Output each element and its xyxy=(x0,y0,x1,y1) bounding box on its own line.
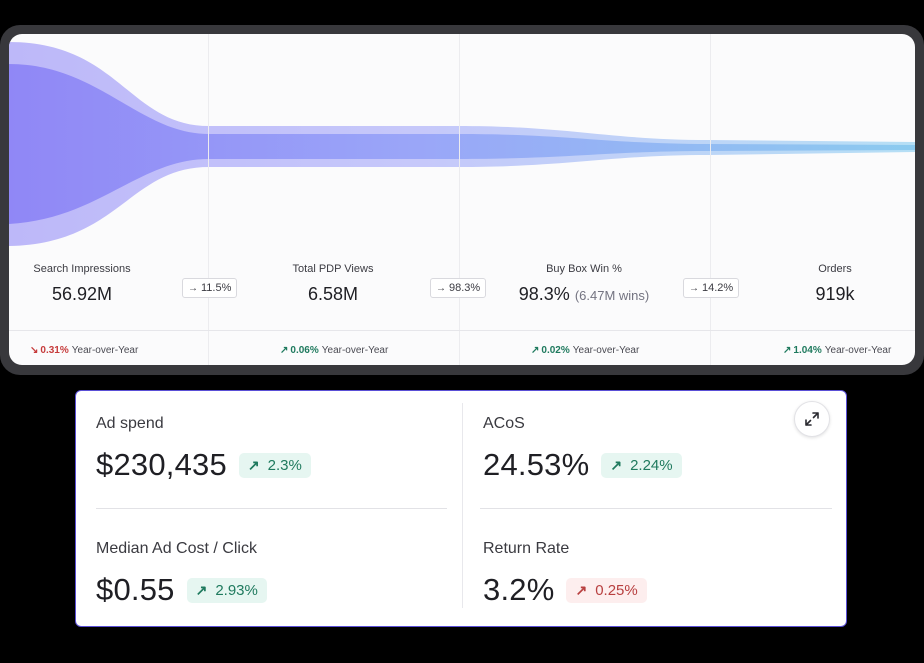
arrow-up-right-icon: ↗ xyxy=(783,345,792,356)
conversion-rate-value: 11.5% xyxy=(201,282,232,294)
metric-label: Ad spend xyxy=(96,415,164,432)
metric-acos: ACoS 24.53% ↗ 2.24% xyxy=(483,415,682,483)
stage-orders: Orders 919k xyxy=(745,263,915,305)
metric-label: ACoS xyxy=(483,415,525,432)
stage-label: Orders xyxy=(818,263,852,275)
stage-label: Buy Box Win % xyxy=(546,263,622,275)
conversion-rate-value: 98.3% xyxy=(449,282,481,294)
change-badge: ↗ 2.3% xyxy=(238,452,311,478)
arrow-down-right-icon: ↘ xyxy=(30,345,39,356)
yoy-change: ↗ 0.06% Year-over-Year xyxy=(280,345,388,356)
yoy-change: ↘ 0.31% Year-over-Year xyxy=(30,345,138,356)
stage-value: 98.3% (6.47M wins) xyxy=(494,284,674,305)
column-divider xyxy=(462,403,463,608)
stage-value-sub: (6.47M wins) xyxy=(574,288,650,303)
stage-value-main: 98.3% xyxy=(518,284,570,304)
metric-median-ad-cost-click: Median Ad Cost / Click $0.55 ↗ 2.93% xyxy=(96,540,267,608)
yoy-label: Year-over-Year xyxy=(572,345,640,356)
metric-ad-spend: Ad spend $230,435 ↗ 2.3% xyxy=(96,415,311,483)
metric-label: Median Ad Cost / Click xyxy=(96,540,257,557)
arrow-up-right-icon: ↗ xyxy=(575,581,588,598)
stage-label: Total PDP Views xyxy=(292,263,374,275)
conversion-rate-badge: → 11.5% xyxy=(182,278,238,298)
arrow-up-right-icon: ↗ xyxy=(247,456,260,473)
metric-value: $0.55 xyxy=(96,572,175,607)
expand-button[interactable] xyxy=(794,401,830,437)
yoy-pct: 0.06% xyxy=(290,345,319,356)
stage-separator xyxy=(208,34,209,365)
metric-value: $230,435 xyxy=(96,447,227,482)
metric-label: Return Rate xyxy=(483,540,570,557)
conversion-rate-badge: → 14.2% xyxy=(683,278,740,298)
change-badge: ↗ 0.25% xyxy=(566,577,647,603)
stage-value: 6.58M xyxy=(307,284,359,304)
stage-value: 56.92M xyxy=(51,284,113,304)
arrow-right-icon: → xyxy=(436,283,446,294)
stage-total-pdp-views: Total PDP Views 6.58M xyxy=(243,263,423,305)
yoy-label: Year-over-Year xyxy=(824,345,892,356)
divider xyxy=(9,330,915,331)
arrow-right-icon: → xyxy=(188,283,198,294)
yoy-label: Year-over-Year xyxy=(321,345,389,356)
expand-icon xyxy=(805,412,819,426)
yoy-change: ↗ 0.02% Year-over-Year xyxy=(531,345,639,356)
yoy-pct: 0.31% xyxy=(40,345,69,356)
change-badge: ↗ 2.24% xyxy=(601,452,682,478)
change-value: 2.93% xyxy=(215,581,258,599)
funnel-inner-band xyxy=(9,64,915,224)
ad-metrics-card: Ad spend $230,435 ↗ 2.3% ACoS 24.53% ↗ 2.2… xyxy=(75,390,847,627)
arrow-up-right-icon: ↗ xyxy=(280,345,289,356)
stage-value: 919k xyxy=(815,284,855,304)
stage-label: Search Impressions xyxy=(33,263,131,275)
change-badge: ↗ 2.93% xyxy=(186,577,267,603)
change-value: 2.3% xyxy=(267,456,302,474)
metric-return-rate: Return Rate 3.2% ↗ 0.25% xyxy=(483,540,647,608)
yoy-label: Year-over-Year xyxy=(71,345,139,356)
arrow-up-right-icon: ↗ xyxy=(531,345,540,356)
conversion-rate-value: 14.2% xyxy=(702,282,734,294)
change-value: 2.24% xyxy=(630,456,673,474)
row-divider xyxy=(96,508,447,509)
stage-search-impressions: Search Impressions 56.92M xyxy=(9,263,172,305)
conversion-rate-badge: → 98.3% xyxy=(430,278,487,298)
yoy-change: ↗ 1.04% Year-over-Year xyxy=(783,345,891,356)
row-divider xyxy=(480,508,832,509)
stage-buy-box-win: Buy Box Win % 98.3% (6.47M wins) xyxy=(494,263,674,305)
stage-separator xyxy=(710,34,711,365)
yoy-pct: 0.02% xyxy=(541,345,570,356)
arrow-up-right-icon: ↗ xyxy=(195,581,208,598)
funnel-panel: Search Impressions 56.92M Total PDP View… xyxy=(9,34,915,365)
metric-value: 24.53% xyxy=(483,447,590,482)
stage-separator xyxy=(459,34,460,365)
metric-value: 3.2% xyxy=(483,572,555,607)
yoy-pct: 1.04% xyxy=(793,345,822,356)
change-value: 0.25% xyxy=(595,581,638,599)
funnel-card: Search Impressions 56.92M Total PDP View… xyxy=(0,25,924,375)
arrow-right-icon: → xyxy=(689,283,699,294)
funnel-flow-chart xyxy=(9,42,915,246)
arrow-up-right-icon: ↗ xyxy=(610,456,623,473)
